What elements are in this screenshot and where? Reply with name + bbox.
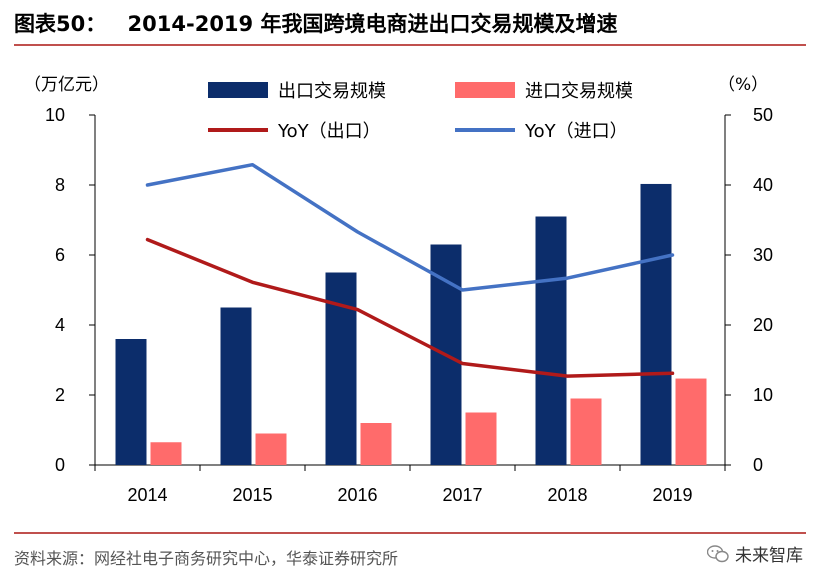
right-tick-label: 20 bbox=[753, 315, 773, 335]
legend: 出口交易规模 进口交易规模 YoY（出口） YoY（进口） bbox=[208, 81, 633, 142]
right-tick-label: 10 bbox=[753, 385, 773, 405]
right-tick-label: 30 bbox=[753, 245, 773, 265]
bars bbox=[115, 183, 707, 465]
import-bar bbox=[360, 423, 392, 465]
figure-title: 2014-2019 年我国跨境电商进出口交易规模及增速 bbox=[127, 12, 618, 36]
chart-title: 图表50： 2014-2019 年我国跨境电商进出口交易规模及增速 bbox=[14, 8, 617, 38]
axes: 0 2 4 6 8 10 0 10 20 30 40 50 2014 2015 2016 2017 2018 20… bbox=[45, 105, 773, 505]
legend-swatch bbox=[455, 82, 515, 98]
legend-item: YoY（出口） bbox=[208, 121, 381, 142]
left-tick-label: 10 bbox=[45, 105, 65, 125]
x-tick-label: 2017 bbox=[442, 485, 482, 505]
right-tick-label: 0 bbox=[753, 455, 763, 475]
import-bar bbox=[675, 378, 707, 465]
x-tick-label: 2019 bbox=[652, 485, 692, 505]
lines bbox=[145, 162, 675, 378]
legend-item: 出口交易规模 bbox=[208, 81, 386, 102]
legend-swatch bbox=[208, 82, 268, 98]
left-tick-label: 8 bbox=[55, 175, 65, 195]
legend-label: YoY（出口） bbox=[277, 121, 381, 142]
right-axis-label: （%） bbox=[718, 75, 768, 95]
footer-divider bbox=[14, 532, 806, 534]
legend-label: 出口交易规模 bbox=[278, 81, 386, 102]
source-note: 资料来源：网经社电子商务研究中心，华泰证券研究所 bbox=[14, 549, 399, 568]
import-yoy-line bbox=[145, 162, 675, 292]
figure-number: 图表50： bbox=[14, 12, 107, 36]
x-tick-label: 2018 bbox=[547, 485, 587, 505]
right-tick-label: 50 bbox=[753, 105, 773, 125]
x-tick-label: 2015 bbox=[232, 485, 272, 505]
legend-label: YoY（进口） bbox=[524, 121, 628, 142]
wechat-icon bbox=[707, 544, 729, 562]
title-divider bbox=[14, 44, 806, 46]
export-bar bbox=[115, 339, 147, 465]
left-tick-label: 2 bbox=[55, 385, 65, 405]
legend-item: 进口交易规模 bbox=[455, 81, 633, 102]
export-yoy-line bbox=[145, 237, 675, 378]
left-tick-label: 6 bbox=[55, 245, 65, 265]
x-tick-label: 2016 bbox=[337, 485, 377, 505]
x-tick-label: 2014 bbox=[127, 485, 167, 505]
watermark-text: 未来智库 bbox=[735, 546, 803, 566]
import-bar bbox=[570, 398, 602, 465]
legend-item: YoY（进口） bbox=[455, 121, 628, 142]
left-tick-label: 0 bbox=[55, 455, 65, 475]
right-tick-label: 40 bbox=[753, 175, 773, 195]
export-bar bbox=[640, 183, 672, 465]
import-bar bbox=[465, 412, 497, 465]
left-tick-label: 4 bbox=[55, 315, 65, 335]
legend-label: 进口交易规模 bbox=[525, 81, 633, 102]
left-axis-label: （万亿元） bbox=[24, 75, 109, 95]
watermark: 未来智库 bbox=[707, 541, 803, 566]
export-bar bbox=[535, 216, 567, 465]
export-bar bbox=[220, 307, 252, 465]
import-bar bbox=[255, 433, 287, 465]
import-bar bbox=[150, 442, 182, 465]
